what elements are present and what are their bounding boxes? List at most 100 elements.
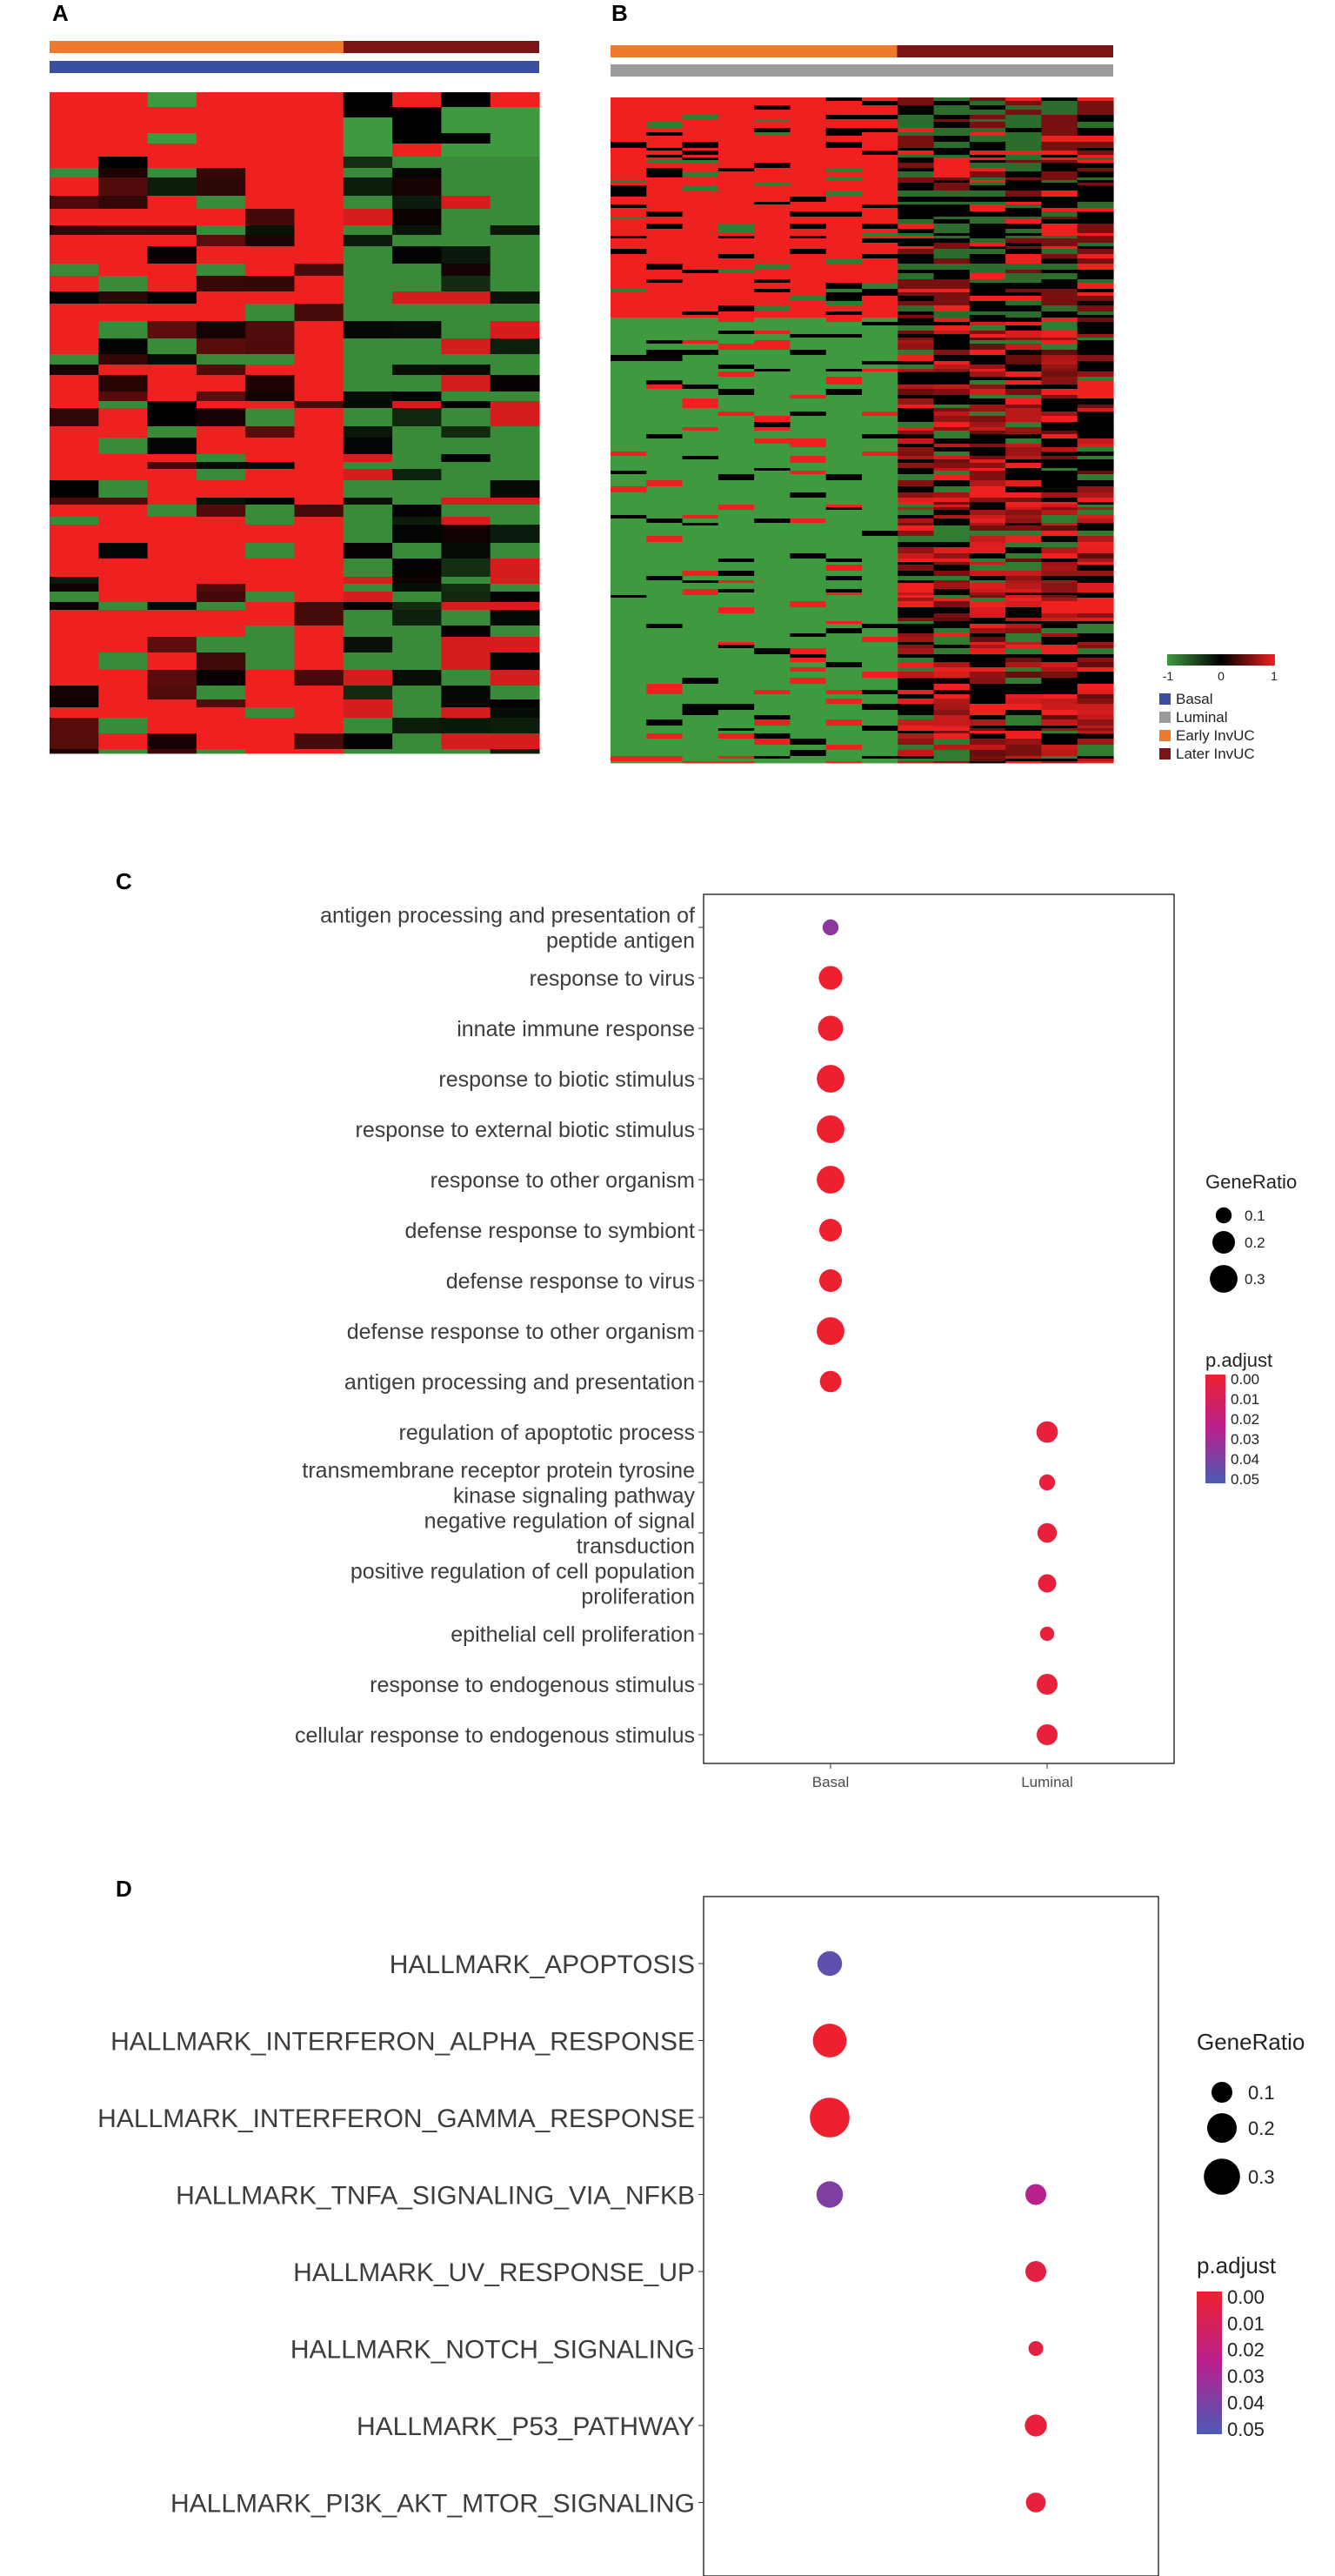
heatmap-cell: [825, 155, 863, 158]
heatmap-cell: [825, 283, 863, 290]
heatmap-cell: [754, 637, 791, 643]
heatmap-cell: [294, 749, 344, 754]
heatmap-cell: [1005, 637, 1043, 643]
heatmap-cell: [790, 110, 827, 116]
heatmap-cell: [646, 459, 684, 464]
heatmap-cell: [898, 523, 935, 526]
heatmap-cell: [294, 602, 344, 611]
heatmap-cell: [790, 562, 827, 565]
heatmap-cell: [933, 160, 971, 164]
y-tick-label: innate immune response: [457, 1017, 695, 1041]
heatmap-cell: [1041, 759, 1078, 762]
heatmap-cell: [1041, 148, 1078, 151]
heatmap-cell: [294, 391, 344, 402]
heatmap-cell: [646, 233, 684, 237]
heatmap-cell: [646, 119, 684, 123]
heatmap-cell: [898, 371, 935, 378]
heatmap-cell: [825, 325, 863, 331]
heatmap-cell: [646, 371, 684, 378]
heatmap-cell: [1077, 344, 1114, 351]
heatmap-cell: [825, 704, 863, 711]
heatmap-cell: [754, 411, 791, 417]
heatmap-cell: [98, 462, 149, 470]
heatmap-cell: [862, 202, 898, 205]
heatmap-cell: [825, 719, 863, 726]
heatmap-cell: [611, 468, 647, 472]
heatmap-cell: [862, 607, 898, 614]
heatmap-cell: [1077, 389, 1114, 396]
heatmap-cell: [1077, 507, 1114, 511]
heatmap-cell: [718, 395, 755, 399]
heatmap-cell: [245, 304, 296, 322]
heatmap-cell: [1041, 645, 1078, 649]
heatmap-cell: [611, 498, 647, 503]
heatmap-cell: [1077, 565, 1114, 572]
dot-point: [1025, 2184, 1046, 2205]
heatmap-cell: [50, 637, 99, 653]
heatmap-cell: [862, 515, 898, 519]
y-tick-label: HALLMARK_INTERFERON_GAMMA_RESPONSE: [97, 2104, 695, 2133]
heatmap-cell: [50, 92, 99, 108]
heatmap-cell: [1005, 355, 1043, 362]
heatmap-cell: [790, 492, 827, 498]
heatmap-cell: [682, 395, 719, 399]
heatmap-cell: [718, 180, 755, 184]
heatmap-cell: [646, 759, 684, 762]
heatmap-cell: [343, 699, 393, 708]
heatmap-cell: [1005, 273, 1043, 280]
heatmap-cell: [682, 202, 719, 205]
heatmap-cell: [646, 405, 684, 409]
heatmap-cell: [490, 246, 540, 264]
heatmap-cell: [1077, 119, 1114, 123]
heatmap-cell: [969, 177, 1006, 181]
heatmap-cell: [718, 258, 755, 264]
heatmap-cell: [825, 224, 863, 230]
heatmap-cell: [441, 454, 491, 463]
heatmap-cell: [790, 296, 827, 302]
heatmap-cell: [245, 107, 296, 118]
heatmap-cell: [969, 171, 1006, 178]
heatmap-cell: [718, 338, 755, 341]
heatmap-cell: [754, 361, 791, 365]
heatmap-cell: [343, 718, 393, 734]
heatmap-cell: [862, 142, 898, 149]
heatmap-cell: [754, 759, 791, 762]
heatmap-cell: [1077, 211, 1114, 217]
size-legend-title: GeneRatio: [1197, 2029, 1305, 2055]
heatmap-cell: [441, 637, 491, 653]
heatmap-cell: [862, 191, 898, 197]
heatmap-cell: [1005, 315, 1043, 318]
heatmap-cell: [898, 427, 935, 432]
heatmap-cell: [1077, 191, 1114, 197]
dot-point: [817, 1115, 844, 1143]
heatmap-cell: [1005, 233, 1043, 237]
heatmap-cell: [98, 626, 149, 638]
heatmap-cell: [682, 180, 719, 184]
heatmap-cell: [196, 92, 246, 108]
heatmap-cell: [1041, 171, 1078, 178]
heatmap-cell: [1041, 224, 1078, 230]
heatmap-cell: [441, 626, 491, 638]
plot-frame: [703, 1896, 1159, 2576]
heatmap-cell: [790, 128, 827, 133]
heatmap-cell: [825, 151, 863, 156]
heatmap-cell: [1041, 672, 1078, 679]
heatmap-cell: [718, 185, 755, 191]
heatmap-cell: [862, 155, 898, 158]
heatmap-cell: [862, 136, 898, 143]
heatmap-cell: [1077, 355, 1114, 362]
heatmap-cell: [1005, 571, 1043, 577]
heatmap-cell: [718, 618, 755, 622]
heatmap-cell: [825, 105, 863, 110]
heatmap-cell: [1041, 427, 1078, 432]
heatmap-cell: [933, 515, 971, 519]
heatmap-cell: [245, 652, 296, 671]
heatmap-cell: [490, 505, 540, 518]
heatmap-cell: [490, 733, 540, 750]
heatmap-cell: [969, 279, 1006, 284]
x-tick-label: Luminal: [1021, 1774, 1073, 1790]
heatmap-cell: [294, 462, 344, 470]
heatmap-cell: [898, 385, 935, 390]
heatmap-cell: [682, 101, 719, 106]
